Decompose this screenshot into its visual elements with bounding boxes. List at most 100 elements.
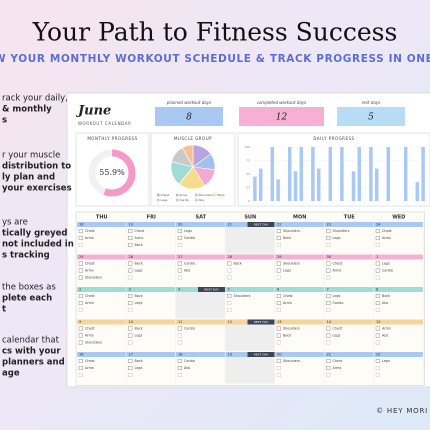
checkbox <box>375 340 380 345</box>
bar <box>276 179 280 201</box>
workout-item: Arms <box>135 236 144 240</box>
stat-label: planned workout days <box>166 100 211 105</box>
checkbox <box>78 373 83 378</box>
progress-label: 55.9% <box>99 168 125 177</box>
checkbox <box>78 235 83 240</box>
day-number: 30 <box>327 255 332 259</box>
rest-badge <box>247 352 275 357</box>
planner-subtitle: WORKOUT CALENDAR <box>78 121 131 126</box>
side-note: t <box>2 305 6 315</box>
workout-item: Cardio <box>382 269 393 273</box>
checkbox <box>227 308 232 313</box>
checkbox <box>177 359 182 364</box>
day-number: 17 <box>129 353 134 357</box>
side-note: ys are <box>2 218 28 228</box>
week-band <box>374 287 423 292</box>
week-band <box>176 319 225 325</box>
checkbox <box>276 275 281 280</box>
workout-item: Legs <box>184 229 192 233</box>
legend-swatch <box>195 193 198 197</box>
checkbox <box>78 268 83 273</box>
checkbox <box>128 326 133 331</box>
rest-label: REST DAY <box>254 320 269 324</box>
checkbox <box>128 242 133 247</box>
footer: © HEY MORI <box>376 407 428 415</box>
side-note: s tracking <box>2 251 50 261</box>
workout-item: Shoulders <box>85 341 102 345</box>
week-band <box>374 319 423 325</box>
checkbox <box>128 268 133 273</box>
checkbox <box>326 242 331 247</box>
rest-badge <box>247 222 275 227</box>
checkbox <box>326 373 331 378</box>
week-band <box>126 254 176 260</box>
legend-swatch <box>195 198 198 202</box>
checkbox <box>128 301 133 306</box>
legend-swatch <box>214 193 217 197</box>
checkbox <box>326 228 331 233</box>
workout-item: Legs <box>283 269 291 273</box>
day-number: 21 <box>228 223 233 227</box>
checkbox <box>326 261 331 266</box>
workout-item: Arms <box>85 334 94 338</box>
checkbox <box>128 235 133 240</box>
checkbox <box>375 268 380 273</box>
day-number: 10 <box>129 320 134 324</box>
weekday: THU <box>96 215 108 221</box>
checkbox <box>128 261 133 266</box>
workout-item: Back <box>135 262 143 266</box>
bar <box>421 147 425 201</box>
stat-value: 12 <box>276 113 288 123</box>
side-note: ly plan and <box>2 173 55 183</box>
legend-label: Legs <box>161 198 168 202</box>
checkbox <box>128 366 133 371</box>
checkbox <box>78 340 83 345</box>
day-number: 1 <box>376 255 378 259</box>
legend-swatch <box>176 198 179 202</box>
legend-swatch <box>176 193 179 197</box>
workout-item: Arms <box>85 236 94 240</box>
side-note: plete each <box>2 294 52 304</box>
month: June <box>75 104 111 119</box>
legend-label: Abs <box>199 198 205 202</box>
checkbox <box>276 359 281 364</box>
week-band <box>374 254 423 260</box>
checkbox <box>375 235 380 240</box>
checkbox <box>128 340 133 345</box>
workout-item: Back <box>135 243 143 247</box>
checkbox <box>276 294 281 299</box>
workout-item: Legs <box>333 236 341 240</box>
progress-arc <box>88 149 136 197</box>
rest-shade <box>225 227 275 254</box>
checkbox <box>227 268 232 273</box>
day-number: 21 <box>327 353 332 357</box>
day-number: 20 <box>277 353 282 357</box>
week-band <box>275 287 324 292</box>
workout-item: Arms <box>382 327 391 331</box>
checkbox <box>326 235 331 240</box>
checkbox <box>177 261 182 266</box>
side-note: distribution to <box>2 162 71 172</box>
checkbox <box>276 242 281 247</box>
day-number: 27 <box>178 255 183 259</box>
panel-title: DAILY PROGRESS <box>313 136 354 141</box>
y-tick-label: 50 <box>246 172 250 176</box>
day-number: 9 <box>79 320 82 324</box>
workout-item: Arms <box>85 301 94 305</box>
checkbox <box>227 301 232 306</box>
checkbox <box>177 268 182 273</box>
workout-item: Chest <box>85 359 95 363</box>
checkbox <box>375 333 380 338</box>
legend-label: Chest <box>161 193 170 197</box>
panel-title: MUSCLE GROUP <box>174 136 212 141</box>
y-tick-label: 0 <box>248 199 250 203</box>
side-note: age <box>2 369 20 379</box>
weekday: SAT <box>196 215 207 221</box>
week-band <box>176 254 225 260</box>
bar <box>328 147 333 201</box>
workout-item: Chest <box>333 327 343 331</box>
workout-item: Arms <box>85 366 94 370</box>
checkbox <box>128 359 133 364</box>
week-band <box>126 352 176 357</box>
